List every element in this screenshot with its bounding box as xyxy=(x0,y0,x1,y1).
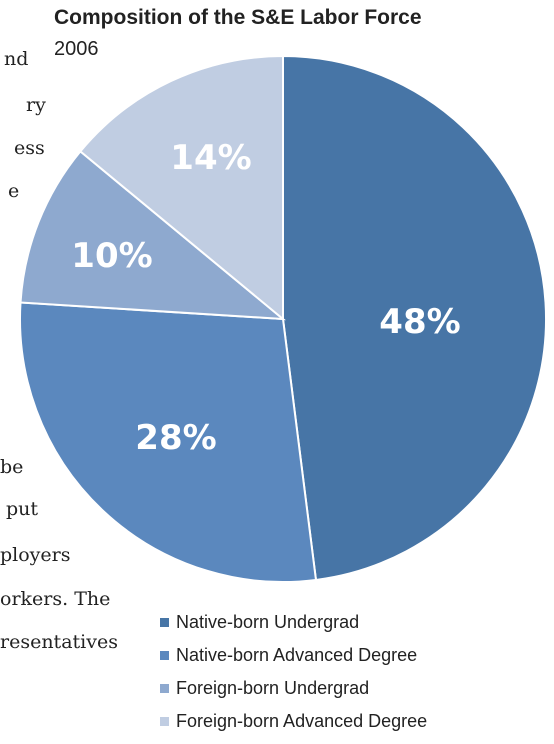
legend-label: Foreign-born Undergrad xyxy=(176,678,370,698)
legend-label: Native-born Undergrad xyxy=(176,612,360,632)
legend-swatch xyxy=(160,618,169,627)
pie-labels: 48% 28% 10% 14% xyxy=(71,138,460,458)
background-text-line: ployers xyxy=(0,544,71,566)
background-text-line: e xyxy=(8,180,20,202)
legend-item: Native-born Advanced Degree xyxy=(160,639,427,672)
slice-label: 14% xyxy=(170,138,251,178)
legend-label: Foreign-born Advanced Degree xyxy=(176,711,428,731)
background-text-line: ess xyxy=(14,137,45,159)
pie-slices xyxy=(19,54,548,583)
legend-item: Foreign-born Undergrad xyxy=(160,672,427,705)
slice-label: 10% xyxy=(71,236,152,276)
pie-slice-native-born-advanced-degree xyxy=(19,301,318,583)
chart-subtitle: 2006 xyxy=(54,38,99,60)
background-text-line: put xyxy=(6,498,39,520)
background-text-line: resentatives xyxy=(0,631,118,653)
legend-item: Foreign-born Advanced Degree xyxy=(160,705,427,738)
background-text-line: be xyxy=(0,456,24,478)
pie-slice-native-born-undergrad xyxy=(282,54,548,582)
legend-label: Native-born Advanced Degree xyxy=(176,645,418,665)
legend: Native-born Undergrad Native-born Advance… xyxy=(160,606,427,738)
pie-slice-foreign-born-undergrad xyxy=(19,149,287,321)
slice-label: 28% xyxy=(135,418,216,458)
chart-title: Composition of the S&E Labor Force xyxy=(54,6,422,29)
background-text-line: ry xyxy=(26,94,46,116)
pie-slice-foreign-born-advanced-degree xyxy=(78,54,284,322)
legend-swatch xyxy=(160,684,169,693)
slice-label: 48% xyxy=(379,302,460,342)
legend-swatch xyxy=(160,717,169,726)
background-text-line: orkers. The xyxy=(0,588,111,610)
legend-item: Native-born Undergrad xyxy=(160,606,427,639)
background-text-line: nd xyxy=(4,48,29,70)
legend-swatch xyxy=(160,651,169,660)
